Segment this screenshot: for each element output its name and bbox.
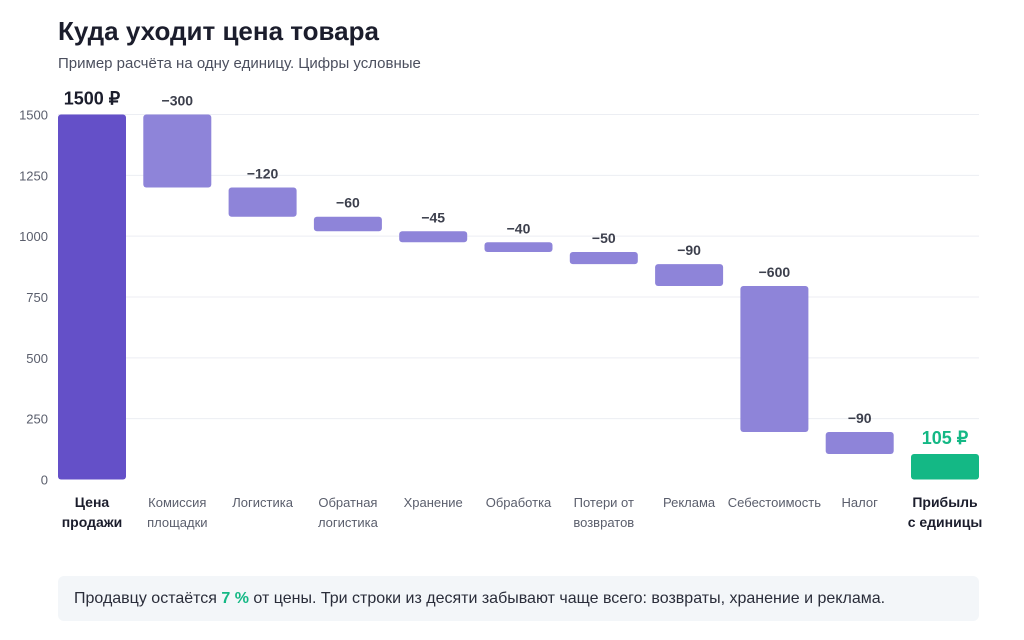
summary-note-highlight: 7 % [221, 590, 249, 607]
y-tick-label: 1500 [19, 108, 48, 123]
bar-decrease [825, 432, 894, 454]
summary-note-text-start: Продавцу остаётся [74, 590, 222, 607]
bar-decrease [313, 216, 382, 232]
y-tick-label: 750 [26, 290, 48, 305]
chart-title: Куда уходит цена товара [58, 16, 379, 46]
bar-value-label: −300 [162, 93, 194, 109]
x-category-label: площадки [147, 515, 207, 530]
x-category-label: Обратная [318, 495, 377, 510]
x-category-label: с единицы [908, 514, 983, 530]
bar-value-label: −120 [247, 166, 279, 182]
bar-value-label: 1500 ₽ [64, 89, 121, 109]
bar-value-label: −50 [592, 230, 616, 246]
chart-subtitle: Пример расчёта на одну единицу. Цифры ус… [58, 55, 421, 72]
x-category-label: Хранение [404, 495, 463, 510]
bar-value-label: 105 ₽ [922, 428, 969, 448]
x-category-label: Реклама [663, 495, 716, 510]
bar-total [58, 114, 126, 480]
x-category-label: Логистика [232, 495, 293, 510]
bar-decrease [484, 242, 553, 252]
bar-value-label: −45 [421, 209, 445, 225]
y-tick-label: 500 [26, 351, 48, 366]
bar-decrease [228, 187, 297, 217]
x-category-label: Себестоимость [728, 495, 821, 510]
bar-value-label: −90 [677, 242, 701, 258]
bar-value-label: −40 [507, 220, 531, 236]
y-tick-label: 0 [41, 473, 48, 488]
y-tick-label: 1250 [19, 168, 48, 183]
x-category-label: Прибыль [912, 494, 978, 510]
summary-note-text-end: от цены. Три строки из десяти забывают ч… [248, 590, 886, 607]
summary-note: Продавцу остаётся 7 % от цены. Три строк… [58, 576, 979, 621]
x-category-label: Комиссия [148, 495, 206, 510]
bar-decrease [740, 286, 809, 433]
x-category-label: продажи [62, 514, 123, 530]
bar-decrease [655, 264, 724, 287]
bar-value-label: −90 [848, 410, 872, 426]
x-category-label: Потери от [574, 495, 634, 510]
y-tick-label: 250 [26, 412, 48, 427]
y-tick-label: 1000 [19, 229, 48, 244]
x-category-label: Цена [75, 494, 110, 510]
x-category-label: Обработка [486, 495, 552, 510]
x-category-label: Налог [842, 495, 879, 510]
bar-decrease [569, 251, 638, 265]
x-category-label: возвратов [573, 515, 634, 530]
bar-result [911, 453, 979, 480]
bar-decrease [143, 114, 212, 188]
bar-value-label: −600 [759, 264, 791, 280]
bar-decrease [399, 231, 468, 243]
bar-value-label: −60 [336, 195, 360, 211]
waterfall-chart: 0 250 500 750 1000 1250 1500 1500 ₽ Цена продажи −… [19, 89, 983, 531]
x-category-label: логистика [318, 515, 379, 530]
